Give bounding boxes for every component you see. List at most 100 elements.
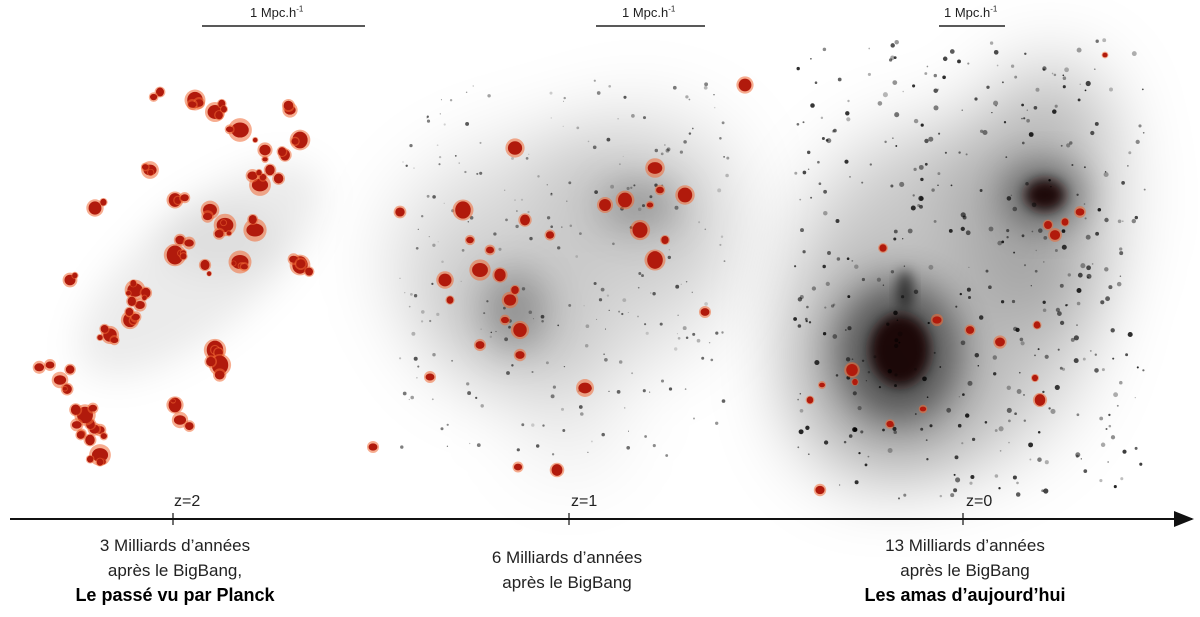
halo-dot-z0-324	[1135, 139, 1140, 145]
caption-z0-line2: après le BigBang	[900, 561, 1030, 580]
galaxy-z2-22-1	[76, 431, 85, 439]
halo-dot-z1-224	[593, 79, 596, 82]
halo-dot-z1-76	[489, 335, 492, 338]
halo-dot-z0-69	[1006, 196, 1012, 201]
halo-dot-z1-9	[531, 423, 535, 427]
halo-dot-z1-21	[684, 388, 687, 390]
halo-dot-z0-295	[822, 47, 827, 52]
halo-dot-z0-134	[1031, 230, 1034, 233]
halo-dot-z0-259	[807, 168, 810, 170]
galaxy-z2-16-2	[125, 290, 131, 296]
halo-dot-z0-114	[1101, 368, 1105, 372]
halo-dot-z0-179	[955, 477, 961, 483]
halo-dot-z1-13	[550, 192, 553, 195]
halo-dot-z1-197	[537, 175, 540, 178]
halo-dot-z0-354	[1048, 179, 1051, 182]
halo-dot-z1-90	[578, 405, 583, 409]
halo-dot-z1-62	[674, 347, 678, 351]
halo-dot-z0-321	[1043, 236, 1048, 240]
halo-dot-z0-301	[1120, 477, 1124, 481]
halo-dot-z1-32	[431, 398, 434, 401]
halo-dot-z1-109	[546, 184, 549, 186]
galaxy-z2-2-1	[215, 111, 223, 120]
halo-dot-z0-126	[962, 393, 965, 396]
halo-dot-z1-73	[420, 320, 424, 323]
halo-dot-z0-104	[1122, 449, 1127, 454]
halo-dot-z0-19	[1003, 121, 1007, 124]
halo-dot-z1-83	[516, 448, 520, 452]
halo-dot-z0-231	[1021, 103, 1024, 107]
halo-dot-z0-103	[843, 440, 847, 444]
halo-dot-z0-264	[937, 184, 939, 187]
halo-dot-z1-211	[562, 429, 566, 432]
halo-dot-z0-373	[936, 88, 940, 91]
halo-dot-z1-141	[701, 356, 705, 360]
redshift-label-z0: z=0	[966, 493, 993, 510]
halo-dot-z0-372	[894, 373, 898, 377]
halo-dot-z0-96	[1029, 458, 1032, 461]
halo-dot-z0-122	[867, 72, 871, 76]
galaxy-z2-33-0	[88, 404, 98, 412]
galaxy-z1-16	[656, 186, 664, 194]
halo-dot-z0-158	[806, 150, 811, 155]
halo-dot-z0-403	[1119, 251, 1124, 256]
halo-dot-z1-14	[685, 336, 689, 339]
halo-dot-z0-334	[950, 493, 955, 498]
halo-dot-z0-184	[988, 285, 992, 290]
halo-dot-z0-43	[1108, 285, 1113, 290]
halo-dot-z1-126	[637, 207, 642, 212]
galaxy-z2-26-0	[214, 370, 225, 380]
halo-dot-z1-201	[665, 454, 669, 457]
halo-dot-z0-83	[1119, 247, 1123, 251]
halo-dot-z0-206	[838, 484, 841, 486]
halo-dot-z1-247	[721, 399, 726, 403]
halo-dot-z0-80	[892, 426, 897, 431]
halo-dot-z0-418	[918, 164, 924, 170]
galaxy-z0-11	[815, 485, 825, 495]
halo-dots-z0	[793, 38, 1146, 500]
halo-dot-z0-408	[1116, 281, 1122, 287]
halo-dot-z0-147	[937, 172, 941, 176]
halo-dot-z0-199	[913, 118, 919, 124]
halo-dot-z0-340	[1015, 327, 1020, 333]
halo-dot-z0-396	[1113, 392, 1119, 398]
halo-dot-z0-390	[1102, 38, 1107, 43]
halo-dot-z1-97	[490, 331, 493, 334]
halo-dot-z1-176	[675, 284, 680, 289]
halo-dot-z0-388	[1043, 261, 1045, 263]
halo-dot-z0-371	[1037, 457, 1042, 462]
galaxy-z2-5-0	[278, 147, 287, 157]
galaxy-z0-12	[995, 337, 1005, 347]
halo-dot-z0-185	[1026, 109, 1028, 111]
galaxy-z0-8	[806, 396, 814, 404]
halo-dot-z1-82	[580, 412, 584, 416]
halo-dot-z0-387	[961, 442, 964, 445]
halo-dot-z1-122	[626, 445, 631, 450]
halo-dot-z1-10	[726, 156, 730, 160]
halo-dot-z0-0	[851, 260, 854, 262]
halo-dot-z0-303	[1083, 166, 1086, 169]
galaxy-z2-18-0	[72, 272, 78, 279]
halo-dot-z0-289	[965, 413, 970, 418]
halo-dot-z0-159	[845, 111, 850, 116]
halo-dot-z1-206	[583, 305, 585, 307]
halo-dot-z1-75	[692, 332, 696, 336]
halo-dot-z0-138	[865, 380, 868, 382]
halo-dot-z1-235	[443, 202, 445, 204]
halo-dot-z0-33	[933, 88, 938, 93]
galaxy-z1-29	[551, 464, 563, 476]
galaxy-clumps-z1	[366, 76, 754, 478]
halo-dot-z1-107	[440, 427, 444, 431]
halo-dot-z0-285	[1086, 265, 1091, 271]
halo-dot-z1-68	[551, 453, 555, 456]
galaxy-z1-18	[661, 235, 669, 245]
halo-dot-z1-81	[579, 232, 582, 235]
halo-dot-z1-162	[521, 423, 525, 427]
galaxy-z1-9	[438, 273, 452, 287]
halo-dot-z0-51	[1142, 369, 1145, 372]
halo-dot-z1-123	[710, 358, 714, 362]
halo-dot-z0-28	[1023, 117, 1026, 120]
galaxy-z2-30-1	[125, 307, 134, 316]
halo-dot-z1-22	[550, 225, 554, 229]
halo-dot-z0-10	[899, 181, 905, 187]
